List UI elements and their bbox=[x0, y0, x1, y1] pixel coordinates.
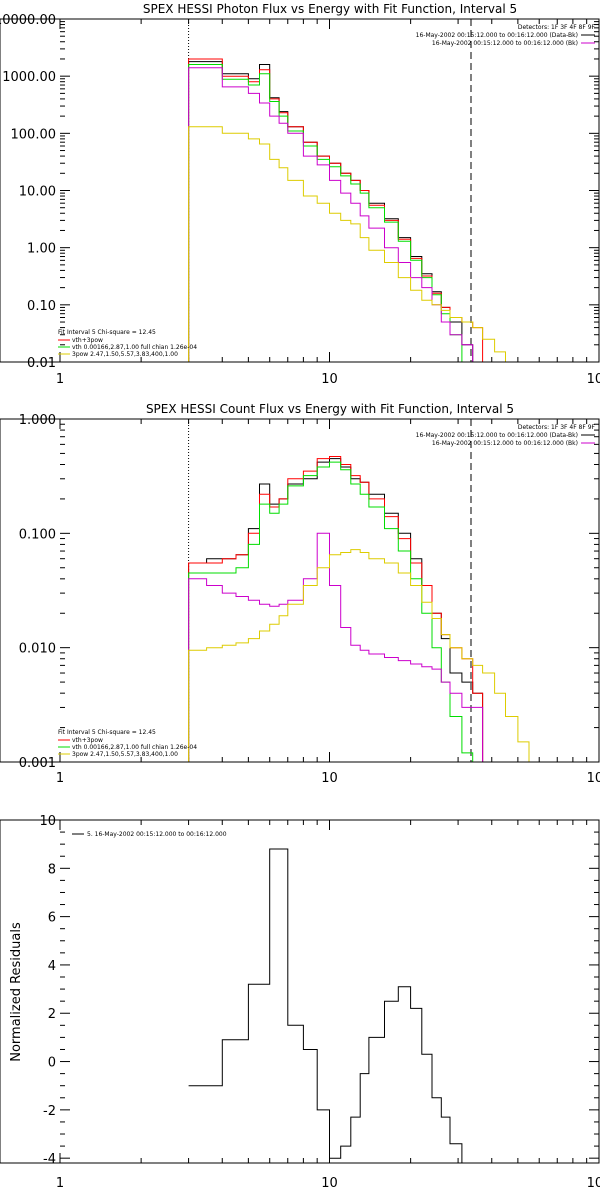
x-tick-label: 100 bbox=[587, 372, 600, 387]
time-range-bk: 16-May-2002 00:15:12.000 to 00:16:12.000… bbox=[432, 440, 578, 447]
y-tick-label: 8 bbox=[48, 862, 56, 877]
series-line-0 bbox=[188, 848, 473, 1164]
y-tick-label: 6 bbox=[48, 911, 56, 926]
x-tick-label: 1 bbox=[56, 771, 64, 786]
series-line-2 bbox=[188, 461, 474, 762]
y-tick-label: 0.100 bbox=[19, 527, 56, 542]
residuals-panel: 1 10 100 -4 -2 0 2 4 6 8 10 Normalized Residuals 5… bbox=[0, 814, 600, 1191]
y-tick-label: 10000.00 bbox=[0, 13, 56, 28]
x-tick-label: 10 bbox=[321, 771, 338, 786]
x-tick-label: 100 bbox=[587, 771, 600, 786]
count-flux-panel: SPEX HESSI Count Flux vs Energy with Fit… bbox=[0, 402, 600, 786]
legend-entry-powerlaw: 3pow 2.47,1.50,5.57,3.83,400,1.00 bbox=[72, 751, 178, 758]
axes-frame bbox=[0, 18, 600, 363]
x-tick-label: 1 bbox=[56, 1176, 64, 1191]
time-range-bk: 16-May-2002 00:15:12.000 to 00:16:12.000… bbox=[432, 40, 578, 47]
y-tick-label: 10 bbox=[39, 814, 56, 829]
plot-area: 1 10 100 0.001 0.010 0.100 1.000 bbox=[19, 413, 600, 786]
info-block: Detectors: 1F 3F 4F 8F 9F 16-May-2002 00… bbox=[416, 424, 596, 447]
series-line-3 bbox=[188, 67, 474, 362]
legend-entry-residuals: 5. 16-May-2002 00:15:12.000 to 00:16:12.… bbox=[87, 831, 227, 838]
y-tick-label: 0.10 bbox=[27, 299, 56, 314]
legend-header: Fit Interval 5 Chi-square = 12.45 bbox=[58, 329, 156, 336]
series-line-1 bbox=[188, 58, 484, 362]
y-tick-label: 0.010 bbox=[19, 642, 56, 657]
photon-flux-panel: SPEX HESSI Photon Flux vs Energy with Fi… bbox=[0, 2, 600, 387]
x-tick-label: 10 bbox=[321, 1176, 338, 1191]
y-tick-label: 2 bbox=[48, 1007, 56, 1022]
series-line-3 bbox=[188, 532, 484, 762]
legend-entry-thermal: vth 0.00166,2.87,1.00 full chian 1.26e-0… bbox=[72, 344, 197, 351]
y-axis-label: Normalized Residuals bbox=[9, 922, 24, 1062]
legend-entry-powerlaw: 3pow 2.47,1.50,5.57,3.83,400,1.00 bbox=[72, 351, 178, 358]
legend-entry-model: vth+3pow bbox=[72, 337, 103, 344]
series-line-4 bbox=[188, 549, 542, 763]
y-tick-label: 1.000 bbox=[19, 413, 56, 428]
axes-frame bbox=[0, 418, 600, 763]
y-tick-label: 0.001 bbox=[19, 756, 56, 771]
y-tick-label: 4 bbox=[48, 959, 56, 974]
legend-entry-model: vth+3pow bbox=[72, 737, 103, 744]
plot-area: 1 10 100 -4 -2 0 2 4 6 8 10 bbox=[39, 814, 600, 1191]
y-tick-label: 100.00 bbox=[11, 127, 57, 142]
panel-title: SPEX HESSI Photon Flux vs Energy with Fi… bbox=[143, 2, 517, 16]
series-line-1 bbox=[188, 456, 484, 762]
series-line-2 bbox=[188, 64, 473, 363]
y-tick-label: 10.00 bbox=[19, 185, 56, 200]
y-tick-label: 0.01 bbox=[27, 356, 56, 371]
legend-entry-thermal: vth 0.00166,2.87,1.00 full chian 1.26e-0… bbox=[72, 744, 197, 751]
plot-area: 1 10 100 0.01 0.10 1.00 10.00 100.00 1000.00 1000… bbox=[0, 13, 600, 387]
y-tick-label: -2 bbox=[43, 1104, 56, 1119]
info-block: Detectors: 1F 3F 4F 8F 9F 16-May-2002 00… bbox=[416, 24, 596, 47]
series-line-0 bbox=[188, 458, 484, 762]
axes-frame bbox=[0, 819, 600, 1164]
series-line-4 bbox=[188, 126, 518, 363]
x-tick-label: 10 bbox=[321, 372, 338, 387]
series-line-0 bbox=[188, 61, 474, 362]
legend: 5. 16-May-2002 00:15:12.000 to 00:16:12.… bbox=[72, 831, 227, 838]
x-tick-label: 100 bbox=[587, 1176, 600, 1191]
time-range-data-bk: 16-May-2002 00:15:12.000 to 00:16:12.000… bbox=[416, 32, 578, 39]
detectors-label: Detectors: 1F 3F 4F 8F 9F bbox=[518, 24, 596, 31]
x-tick-label: 1 bbox=[56, 372, 64, 387]
panel-title: SPEX HESSI Count Flux vs Energy with Fit… bbox=[146, 402, 514, 416]
y-tick-label: 0 bbox=[48, 1056, 56, 1071]
y-tick-label: 1.00 bbox=[27, 242, 56, 257]
time-range-data-bk: 16-May-2002 00:15:12.000 to 00:16:12.000… bbox=[416, 432, 578, 439]
legend: Fit Interval 5 Chi-square = 12.45 vth+3p… bbox=[58, 729, 197, 758]
legend-header: Fit Interval 5 Chi-square = 12.45 bbox=[58, 729, 156, 736]
legend: Fit Interval 5 Chi-square = 12.45 vth+3p… bbox=[58, 329, 197, 358]
y-tick-label: -4 bbox=[43, 1152, 56, 1167]
detectors-label: Detectors: 1F 3F 4F 8F 9F bbox=[518, 424, 596, 431]
y-tick-label: 1000.00 bbox=[2, 70, 56, 85]
